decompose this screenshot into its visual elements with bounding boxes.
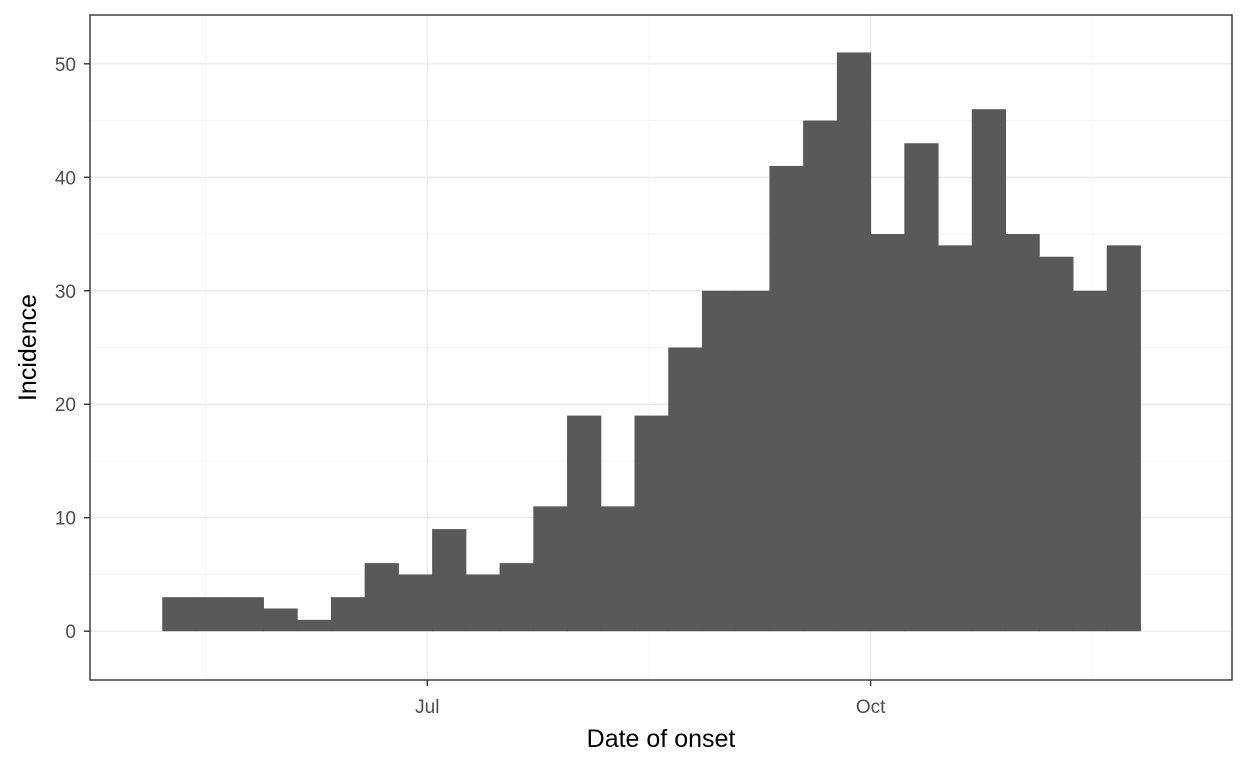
histogram-bar xyxy=(432,529,467,632)
histogram-bar xyxy=(263,608,298,632)
histogram-bar xyxy=(1039,256,1074,632)
histogram-bar xyxy=(904,143,939,632)
histogram-bar xyxy=(634,415,669,632)
x-tick-label: Oct xyxy=(856,697,886,718)
histogram-bar xyxy=(600,506,635,632)
histogram-bar xyxy=(803,120,838,632)
histogram-bar xyxy=(465,574,501,632)
histogram-bar xyxy=(567,415,602,632)
histogram-bar xyxy=(162,597,197,632)
y-tick-label: 50 xyxy=(55,55,76,76)
panel-border xyxy=(89,14,1233,681)
histogram-bar xyxy=(398,574,433,632)
x-axis-title: Date of onset xyxy=(587,725,736,753)
histogram-bar xyxy=(229,597,264,632)
y-tick-label: 10 xyxy=(55,509,76,530)
histogram-bar xyxy=(297,619,332,632)
histogram-bar xyxy=(196,597,231,632)
histogram-bar xyxy=(938,245,973,632)
y-axis-title: Incidence xyxy=(14,294,42,401)
axes: 0 10 20 30 40 50 Jul Oct xyxy=(55,55,886,718)
y-tick-label: 40 xyxy=(55,168,76,189)
histogram-bar xyxy=(1072,290,1108,632)
y-tick-label: 20 xyxy=(55,395,76,416)
bars xyxy=(162,52,1141,632)
histogram-bar xyxy=(971,109,1007,632)
histogram-bar xyxy=(330,597,366,632)
histogram-bar xyxy=(499,563,534,632)
histogram-bar xyxy=(836,52,872,632)
histogram-bar xyxy=(1106,245,1141,632)
histogram-bar xyxy=(533,506,568,632)
histogram-bar xyxy=(701,290,737,632)
x-tick-label: Jul xyxy=(415,697,439,718)
y-tick-label: 0 xyxy=(65,622,76,643)
histogram-bar xyxy=(364,563,399,632)
histogram-bar xyxy=(870,234,905,632)
histogram-bar xyxy=(769,165,804,632)
histogram-bar xyxy=(1005,234,1040,632)
histogram-bar xyxy=(668,347,703,632)
y-tick-label: 30 xyxy=(55,282,76,303)
histogram-bar xyxy=(735,290,770,632)
